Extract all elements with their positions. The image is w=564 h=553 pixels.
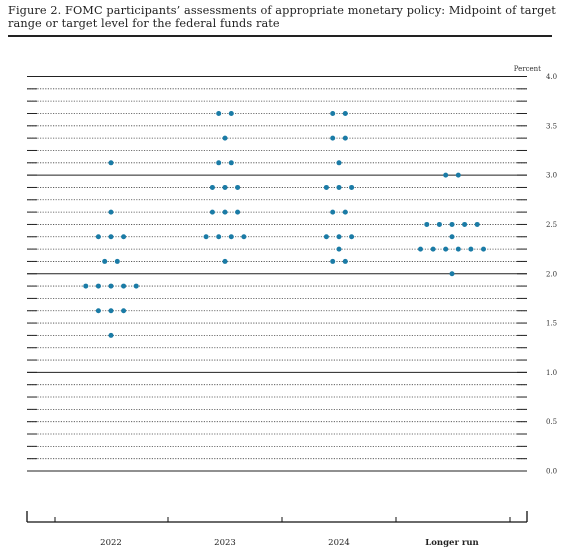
dot [222,135,228,141]
y-axis-label: Percent [514,65,541,73]
dot [102,258,108,264]
dot [222,258,228,264]
dot [336,184,342,190]
dot [323,234,329,240]
dot [216,234,222,240]
dot [121,283,127,289]
dot [209,209,215,215]
dot [228,110,234,116]
y-tick-label: 1.0 [546,369,557,377]
dot [121,234,127,240]
dot [455,246,461,252]
dot [349,184,355,190]
x-category-label: Longer run [425,538,478,548]
dot [443,246,449,252]
dot [222,209,228,215]
dot [323,184,329,190]
y-tick-label: 4.0 [546,73,557,81]
dot [95,308,101,314]
dot [336,246,342,252]
dot [228,160,234,166]
title-rule [8,35,552,37]
dot [349,234,355,240]
y-axis: 0.0 0.5 1.0 1.5 2.0 2.5 3.0 3.5 4.0 Percent [514,65,557,476]
dot [330,135,336,141]
dot [95,234,101,240]
dot [95,283,101,289]
dot [474,221,480,227]
dot [418,246,423,252]
dot [228,234,234,240]
y-tick-label: 3.5 [546,122,557,130]
dot [342,209,348,215]
dot [449,221,455,227]
y-tick-label: 0.0 [546,468,557,476]
dot [336,234,342,240]
dot [222,184,228,190]
x-axis: 2022 2023 2024 Longer run [26,511,528,548]
dot [424,221,430,227]
x-category-label: 2023 [214,538,236,548]
dot [330,110,336,116]
dot [330,209,336,215]
chart-title: Figure 2. FOMC participants’ assessments… [8,4,556,30]
dot [216,160,222,166]
y-tick-label: 3.0 [546,172,557,180]
gridlines [27,75,527,472]
dot [108,332,114,338]
dot [481,246,486,252]
dot [342,135,348,141]
y-tick-label: 2.0 [546,270,557,278]
dot [455,172,461,178]
dot [342,110,348,116]
dot [108,209,114,215]
dot [108,160,114,166]
dot [436,221,442,227]
y-tick-label: 2.5 [546,221,557,229]
dot [443,172,449,178]
dot [462,221,468,227]
dot [241,234,247,240]
dot [114,258,120,264]
dot [108,234,114,240]
dot [449,271,455,277]
dot [235,209,241,215]
y-tick-label: 0.5 [546,418,557,426]
y-tick-label: 1.5 [546,320,557,328]
dot [83,283,89,289]
dot [430,246,436,252]
dot [342,258,348,264]
dot [203,234,209,240]
dot [133,283,139,289]
dot [108,308,114,314]
dot [336,160,342,166]
dot [209,184,215,190]
x-category-label: 2022 [100,538,122,548]
dot [108,283,114,289]
x-category-label: 2024 [328,538,350,548]
dot [330,258,336,264]
dot [121,308,127,314]
dot [449,234,455,240]
dot [216,110,222,116]
dot [468,246,474,252]
dot [235,184,241,190]
dots [83,110,486,338]
